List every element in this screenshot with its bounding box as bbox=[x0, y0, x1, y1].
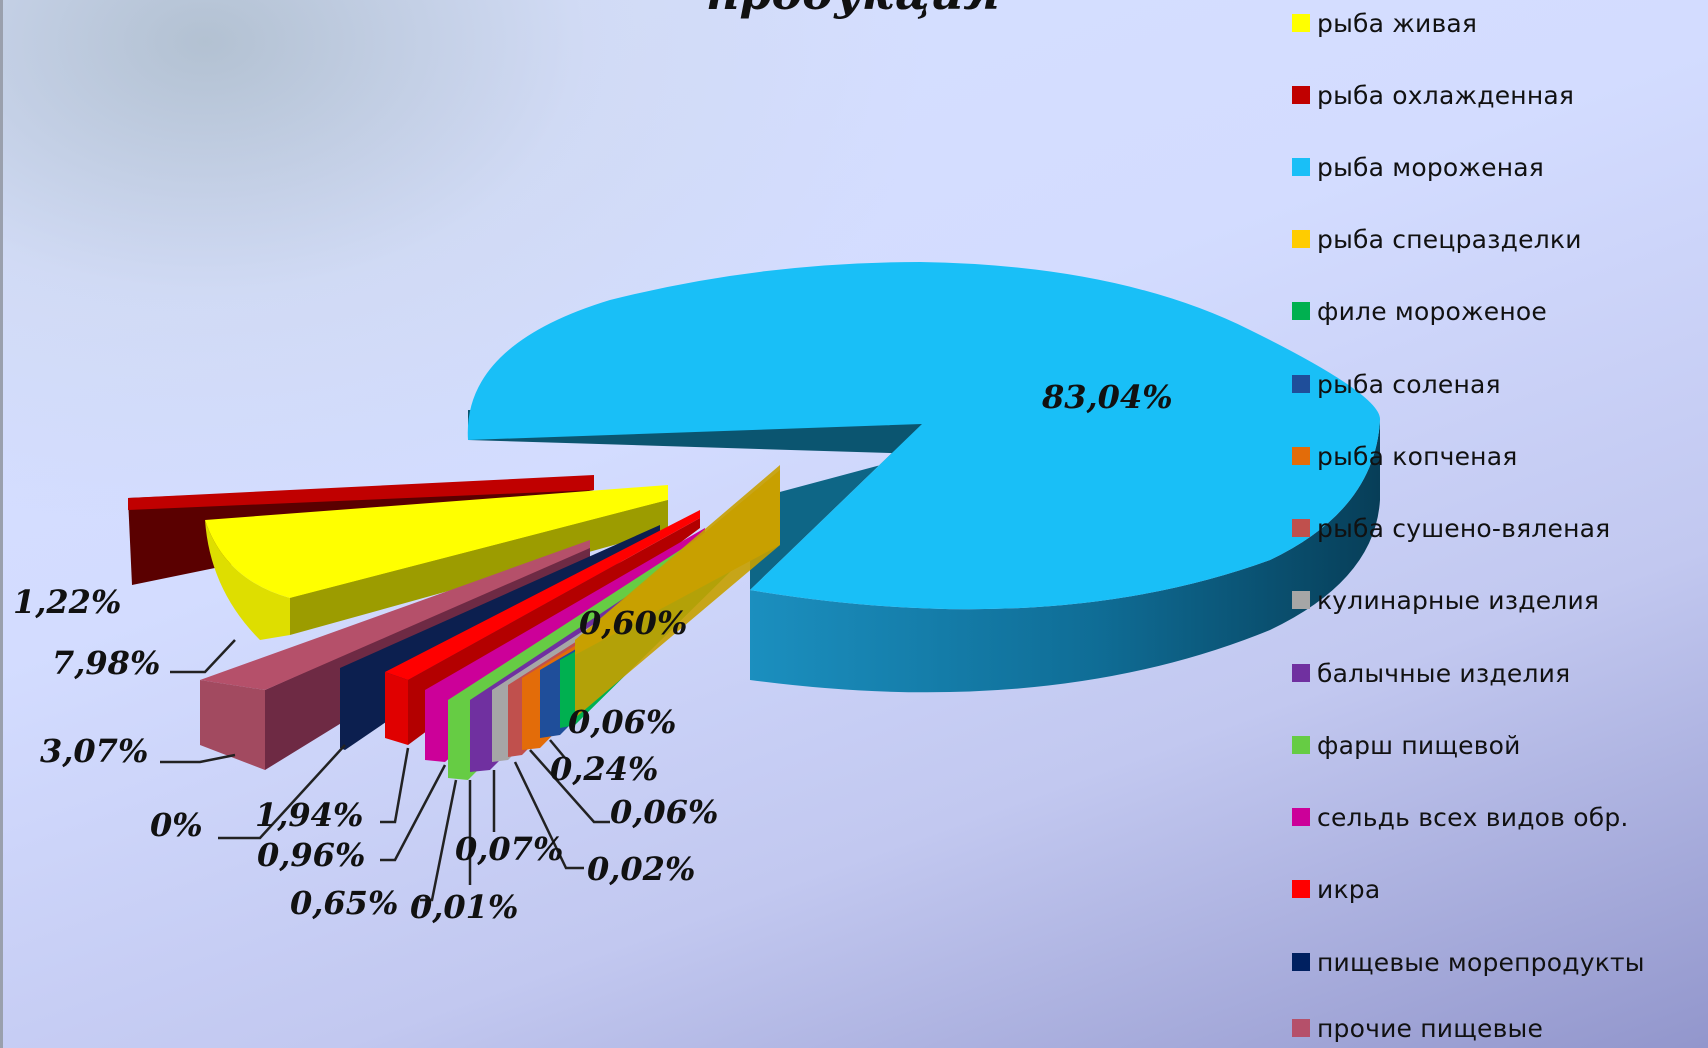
legend-swatch bbox=[1292, 664, 1310, 682]
legend-item: сельдь всех видов обр. bbox=[1292, 797, 1629, 837]
slice-side-wall bbox=[385, 672, 408, 745]
legend-swatch bbox=[1292, 375, 1310, 393]
leader-line-3,07 bbox=[160, 753, 236, 764]
legend-label: кулинарные изделия bbox=[1317, 585, 1600, 615]
legend-swatch bbox=[1292, 230, 1310, 248]
slice-рыба-спецразделки bbox=[575, 465, 780, 718]
legend-label: рыба живая bbox=[1317, 8, 1478, 38]
legend-label: балычные изделия bbox=[1317, 658, 1571, 688]
legend-label: рыба мороженая bbox=[1317, 152, 1545, 182]
data-label-83,04: 83,04% bbox=[1041, 378, 1173, 416]
legend-label: филе мороженое bbox=[1317, 296, 1547, 326]
legend-item: фарш пищевой bbox=[1292, 725, 1521, 765]
legend-label: фарш пищевой bbox=[1317, 730, 1521, 760]
leader-line-0,65 bbox=[420, 779, 458, 902]
legend-label: сельдь всех видов обр. bbox=[1317, 802, 1629, 832]
data-labels: 83,04% 1,22% 7,98% 3,07% 0% 1,94% 0,96% … bbox=[13, 378, 1173, 926]
legend: рыба живая рыба охлажденная рыба морожен… bbox=[1292, 0, 1708, 1048]
slice-side-wall bbox=[750, 420, 1380, 693]
legend-item: кулинарные изделия bbox=[1292, 580, 1599, 620]
legend-item: рыба сушено-вяленая bbox=[1292, 508, 1610, 548]
slice-прочие-пищевые bbox=[200, 540, 590, 690]
legend-swatch bbox=[1292, 447, 1310, 465]
legend-item: рыба спецразделки bbox=[1292, 219, 1582, 259]
legend-swatch bbox=[1292, 14, 1310, 32]
data-label-0,96: 0,96% bbox=[257, 836, 365, 874]
leader-line-1,94 bbox=[380, 747, 410, 824]
legend-label: прочие пищевые bbox=[1317, 1013, 1544, 1043]
data-label-7,98: 7,98% bbox=[52, 644, 160, 682]
legend-item: филе мороженое bbox=[1292, 291, 1547, 331]
slice-рыба-охлажденная bbox=[128, 475, 594, 510]
leader-line-0,06b bbox=[529, 749, 610, 824]
data-label-0: 0% bbox=[150, 806, 203, 844]
leader-line-0,24 bbox=[549, 739, 566, 759]
slice-side-wall bbox=[205, 520, 290, 640]
legend-item: пищевые морепродукты bbox=[1292, 942, 1645, 982]
legend-item: рыба копченая bbox=[1292, 436, 1518, 476]
legend-swatch bbox=[1292, 86, 1310, 104]
legend-label: рыба охлажденная bbox=[1317, 80, 1575, 110]
legend-swatch bbox=[1292, 808, 1310, 826]
legend-swatch bbox=[1292, 880, 1310, 898]
slice-рыба-мороженая bbox=[467, 262, 1381, 610]
chart-title: продукция bbox=[706, 0, 1000, 20]
legend-label: рыба спецразделки bbox=[1317, 224, 1582, 254]
data-label-1,22: 1,22% bbox=[13, 583, 121, 621]
legend-label: рыба копченая bbox=[1317, 441, 1518, 471]
slice-рыба-живая bbox=[205, 485, 668, 598]
legend-label: рыба соленая bbox=[1317, 369, 1501, 399]
legend-swatch bbox=[1292, 158, 1310, 176]
data-label-0,60: 0,60% bbox=[579, 604, 687, 642]
legend-item: рыба живая bbox=[1292, 3, 1477, 43]
data-label-0,01: 0,01% bbox=[410, 888, 518, 926]
legend-item: рыба мороженая bbox=[1292, 147, 1544, 187]
leader-line-7,98 bbox=[170, 639, 236, 674]
legend-item: икра bbox=[1292, 869, 1380, 909]
legend-item: прочие пищевые bbox=[1292, 1008, 1543, 1048]
slice-икра bbox=[385, 510, 700, 680]
data-label-3,07: 3,07% bbox=[40, 732, 148, 770]
leader-lines bbox=[160, 639, 610, 902]
leader-line-0 bbox=[218, 744, 346, 840]
legend-item: рыба охлажденная bbox=[1292, 75, 1574, 115]
legend-swatch bbox=[1292, 302, 1310, 320]
data-label-0,02: 0,02% bbox=[587, 850, 695, 888]
legend-swatch bbox=[1292, 953, 1310, 971]
data-label-0,06-копченая: 0,06% bbox=[610, 793, 718, 831]
legend-item: балычные изделия bbox=[1292, 653, 1570, 693]
data-label-0,07: 0,07% bbox=[455, 830, 563, 868]
leader-line-0,96 bbox=[380, 764, 447, 862]
legend-label: икра bbox=[1317, 874, 1381, 904]
slice-side-wall bbox=[200, 680, 265, 770]
leader-line-0,02 bbox=[513, 761, 584, 870]
data-label-0,24: 0,24% bbox=[550, 750, 658, 788]
legend-label: рыба сушено-вяленая bbox=[1317, 513, 1611, 543]
legend-label: пищевые морепродукты bbox=[1317, 947, 1645, 977]
data-label-1,94: 1,94% bbox=[255, 796, 363, 834]
slice-side-wall bbox=[290, 500, 668, 635]
legend-swatch bbox=[1292, 591, 1310, 609]
legend-item: рыба соленая bbox=[1292, 364, 1501, 404]
slide-left-border bbox=[0, 0, 3, 1048]
data-label-0,65: 0,65% bbox=[290, 884, 398, 922]
legend-swatch bbox=[1292, 1019, 1310, 1037]
legend-swatch bbox=[1292, 736, 1310, 754]
legend-swatch bbox=[1292, 519, 1310, 537]
data-label-0,06-филе: 0,06% bbox=[568, 703, 676, 741]
